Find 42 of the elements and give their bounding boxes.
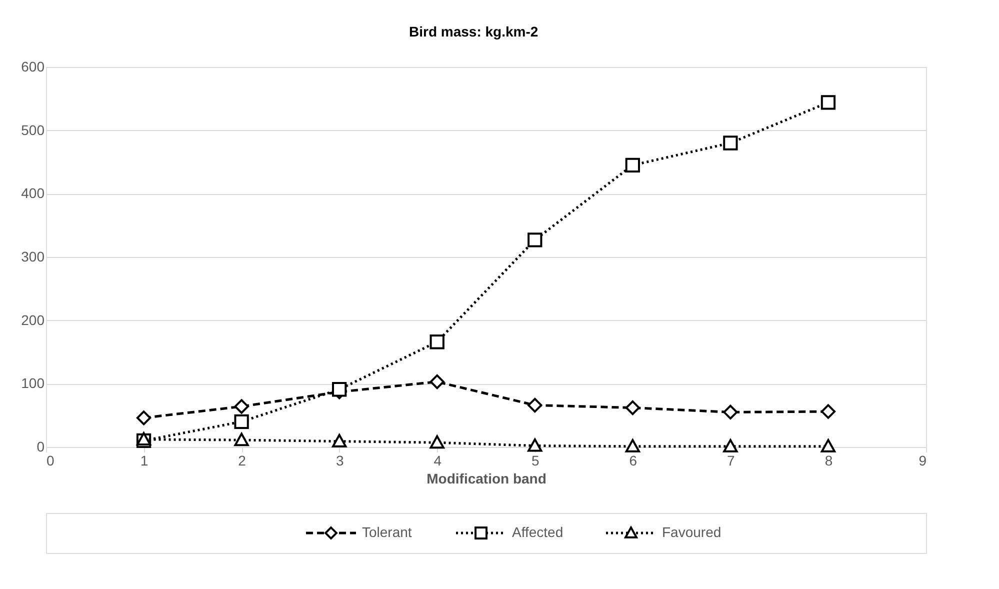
y-tick-label: 400 xyxy=(21,185,45,202)
point xyxy=(820,439,836,452)
x-tick-label: 5 xyxy=(531,452,540,468)
point xyxy=(528,438,542,452)
x-tick-label: 8 xyxy=(824,452,833,468)
legend-label: Affected xyxy=(512,524,564,540)
x-axis-title: Modification band xyxy=(426,470,546,486)
point xyxy=(625,158,640,172)
x-tick-label: 2 xyxy=(238,452,246,468)
x-tick-label: 1 xyxy=(140,452,148,468)
point xyxy=(430,334,444,350)
point xyxy=(234,399,249,414)
point xyxy=(528,398,542,413)
point xyxy=(234,432,249,446)
y-tick-label: 300 xyxy=(21,248,45,264)
point xyxy=(625,439,640,452)
x-tick-label: 7 xyxy=(727,452,736,468)
chart-title: Bird mass: kg.km-2 xyxy=(408,24,538,40)
point xyxy=(136,410,152,426)
point xyxy=(430,435,444,449)
x-tick-label: 9 xyxy=(918,452,927,468)
point xyxy=(234,414,249,429)
x-tick-label: 6 xyxy=(629,452,638,468)
point xyxy=(430,374,444,390)
point xyxy=(723,439,738,452)
point xyxy=(332,434,347,448)
x-tick-label: 3 xyxy=(336,452,344,468)
y-tick-label: 100 xyxy=(21,375,45,392)
point xyxy=(528,232,542,248)
point xyxy=(820,95,836,110)
y-tick-label: 500 xyxy=(21,122,45,138)
point xyxy=(723,404,738,420)
legend-label: Favoured xyxy=(662,524,722,540)
point xyxy=(625,400,640,416)
point xyxy=(723,136,738,150)
point xyxy=(820,404,836,419)
legend-label: Tolerant xyxy=(362,524,412,540)
x-tick-label: 4 xyxy=(434,452,442,468)
y-tick-label: 200 xyxy=(21,312,45,328)
y-tick-label: 600 xyxy=(21,58,45,74)
y-tick-label: 0 xyxy=(36,438,45,454)
point xyxy=(332,382,347,397)
